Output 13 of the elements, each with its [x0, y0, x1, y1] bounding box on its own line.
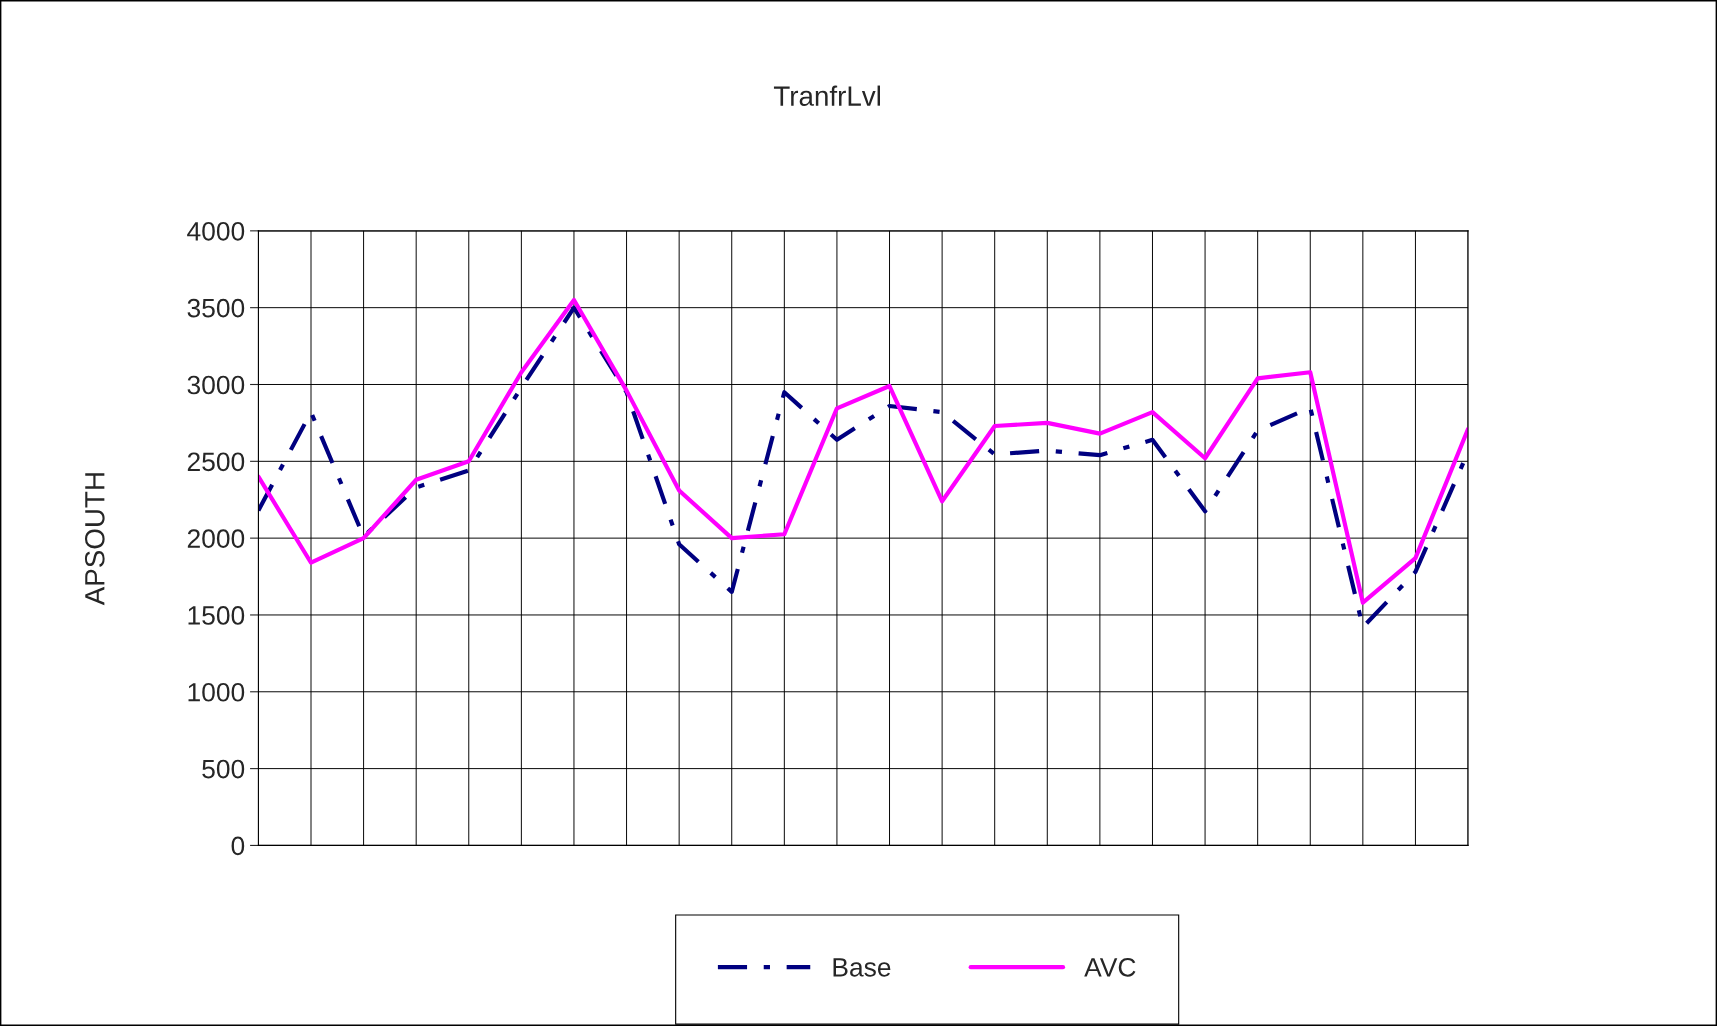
- y-tick-label: 2000: [187, 529, 245, 548]
- y-tick-label: 4000: [187, 221, 245, 241]
- y-tick-label: 3000: [187, 375, 245, 395]
- y-tick-label: 2500: [187, 452, 245, 472]
- y-axis-title: APSOUTH: [84, 473, 105, 606]
- y-tick-label: 1000: [188, 682, 245, 702]
- y-tick-label: 0: [231, 836, 245, 856]
- chart-title: TranfrLvl: [773, 85, 881, 106]
- y-tick-label: 1500: [188, 606, 245, 625]
- legend-label: Base: [833, 958, 891, 977]
- y-tick-label: 500: [202, 759, 245, 779]
- legend-label: AVC: [1084, 957, 1136, 977]
- y-tick-label: 3500: [187, 298, 245, 318]
